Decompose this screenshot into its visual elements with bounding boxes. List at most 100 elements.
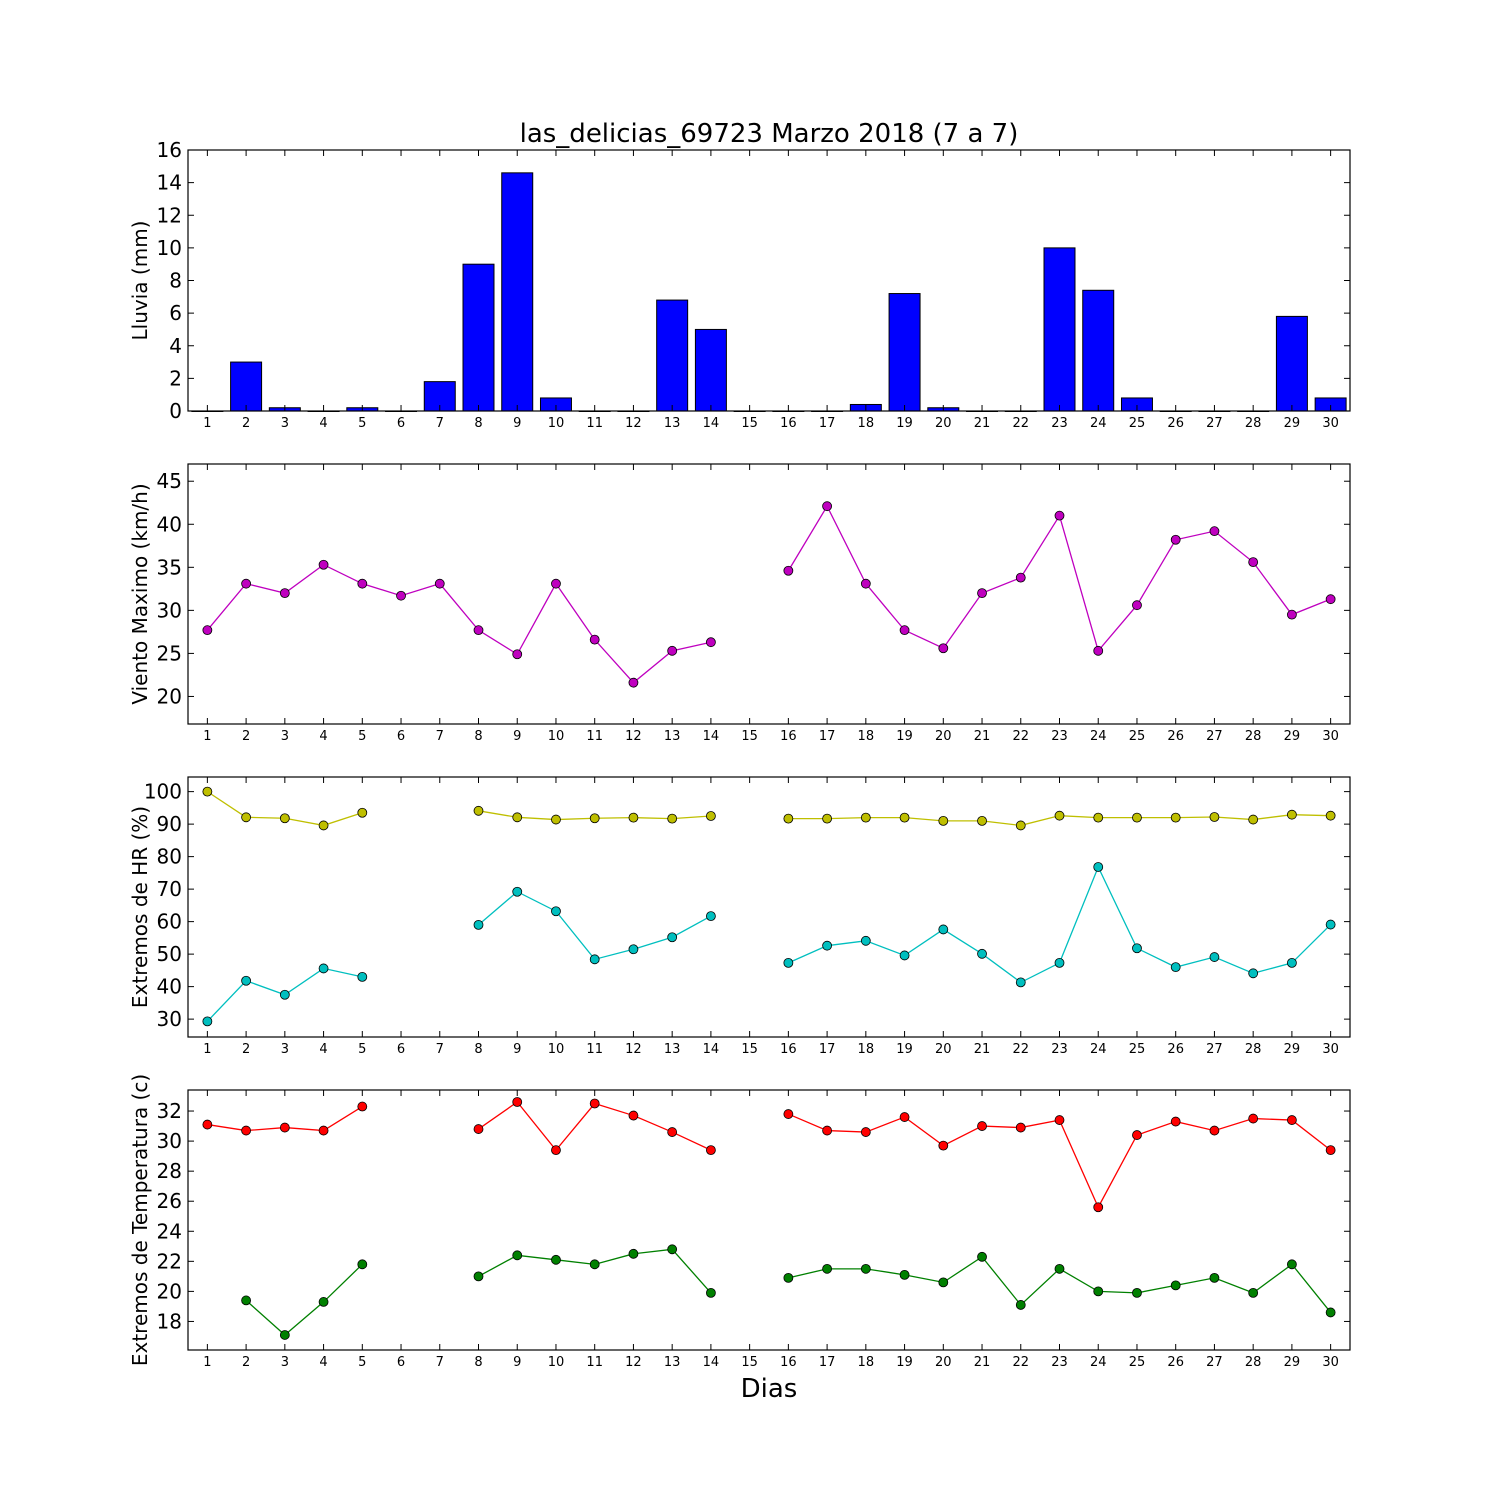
x-tick-label: 16: [780, 416, 797, 431]
series-2-point-day-26: [1170, 1280, 1181, 1291]
series-1-point-day-2: [241, 1125, 252, 1136]
x-tick-label: 25: [1129, 1042, 1146, 1057]
series-2-point-day-18: [860, 1263, 871, 1274]
x-tick-label: 23: [1051, 1355, 1068, 1370]
series-1-point-day-9: [512, 1097, 523, 1107]
series-1-point-day-26: [1170, 534, 1181, 545]
series-1-point-day-10: [551, 578, 561, 589]
x-tick-label: 28: [1245, 729, 1262, 744]
series-1-point-day-23: [1054, 510, 1065, 521]
series-2-point-day-12: [628, 1248, 639, 1259]
x-tick-label: 8: [474, 729, 482, 744]
x-tick-label: 22: [1012, 729, 1029, 744]
series-2-point-day-21: [977, 1251, 987, 1262]
x-tick-label: 6: [397, 1042, 405, 1057]
series-1-point-day-13: [667, 1127, 678, 1137]
series-2-point-day-30: [1325, 1307, 1336, 1318]
series-2-point-day-4: [318, 1297, 329, 1307]
series-1-point-day-23: [1054, 1115, 1065, 1125]
series-1-point-day-4: [318, 1125, 329, 1136]
x-tick-label: 17: [819, 1042, 836, 1057]
x-tick-label: 13: [664, 1042, 681, 1057]
x-tick-label: 11: [586, 1355, 603, 1370]
series-2-point-day-11: [589, 954, 600, 965]
series-1-point-day-20: [938, 815, 949, 826]
x-tick-label: 16: [780, 1042, 797, 1057]
x-tick-label: 27: [1206, 1355, 1223, 1370]
y-tick-label: 26: [157, 1189, 182, 1213]
series-2-point-day-13: [667, 1244, 678, 1255]
series-1-point-day-12: [628, 677, 639, 688]
series-1-point-day-22: [1015, 1122, 1026, 1133]
x-tick-label: 28: [1245, 1042, 1262, 1057]
series-1-point-day-8: [473, 625, 484, 636]
x-tick-label: 21: [974, 1355, 991, 1370]
series-2-point-day-2: [241, 975, 252, 986]
series-1-point-day-20: [938, 1140, 949, 1151]
x-tick-label: 27: [1206, 416, 1223, 431]
series-2-point-day-29: [1287, 1259, 1297, 1270]
series-2-point-day-5: [357, 1259, 368, 1270]
bar-day-9: [501, 172, 534, 412]
x-tick-label: 1: [203, 729, 211, 744]
series-1-point-day-21: [977, 1121, 987, 1131]
x-tick-label: 9: [513, 1355, 521, 1370]
x-tick-label: 14: [703, 729, 720, 744]
y-tick-label: 100: [144, 780, 182, 804]
series-2-point-day-25: [1132, 1287, 1142, 1298]
x-tick-label: 10: [548, 1355, 565, 1370]
series-2-point-day-8: [473, 919, 484, 930]
x-tick-label: 13: [664, 729, 681, 744]
x-tick-label: 23: [1051, 729, 1068, 744]
series-2-line-segment: [245, 1263, 363, 1336]
series-2-point-day-1: [202, 1016, 213, 1027]
x-tick-label: 16: [780, 1355, 797, 1370]
x-tick-label: 24: [1090, 729, 1107, 744]
y-tick-label: 35: [157, 555, 182, 579]
series-2-point-day-11: [589, 1259, 600, 1270]
x-tick-label: 8: [474, 1355, 482, 1370]
x-tick-label: 14: [703, 1042, 720, 1057]
series-2-point-day-26: [1170, 962, 1181, 973]
series-2-point-day-2: [241, 1295, 252, 1306]
series-1-point-day-13: [667, 813, 678, 824]
x-tick-label: 15: [741, 729, 758, 744]
series-1-point-day-19: [899, 1112, 910, 1122]
x-tick-label: 13: [664, 1355, 681, 1370]
x-tick-label: 29: [1284, 1042, 1301, 1057]
series-1-point-day-26: [1170, 1116, 1181, 1127]
x-tick-label: 8: [474, 416, 482, 431]
series-2-point-day-30: [1325, 919, 1336, 930]
x-tick-label: 1: [203, 1355, 211, 1370]
y-tick-label: 8: [169, 269, 182, 293]
x-tick-label: 12: [625, 416, 642, 431]
series-1-point-day-3: [279, 813, 290, 824]
x-tick-label: 2: [242, 1042, 250, 1057]
x-tick-label: 7: [436, 729, 444, 744]
x-tick-label: 19: [896, 1042, 913, 1057]
x-tick-label: 24: [1090, 416, 1107, 431]
x-tick-label: 29: [1284, 1355, 1301, 1370]
series-1-point-day-14: [706, 1145, 716, 1156]
x-tick-label: 17: [819, 729, 836, 744]
series-1-point-day-30: [1325, 594, 1336, 605]
series-1-point-day-1: [202, 786, 213, 797]
bar-day-23: [1043, 247, 1076, 412]
series-2-point-day-29: [1287, 958, 1297, 968]
series-1-point-day-13: [667, 645, 678, 656]
series-1-point-day-28: [1248, 557, 1259, 568]
y-tick-label: 20: [157, 1279, 182, 1303]
series-2-point-day-3: [279, 989, 290, 1000]
bar-day-29: [1275, 315, 1308, 412]
x-tick-label: 27: [1206, 729, 1223, 744]
series-1-point-day-9: [512, 812, 523, 823]
series-1-point-day-11: [589, 1098, 600, 1109]
x-tick-label: 9: [513, 1042, 521, 1057]
series-1-point-day-18: [860, 578, 871, 589]
x-tick-label: 4: [319, 1042, 327, 1057]
x-tick-label: 7: [436, 1355, 444, 1370]
bar-day-24: [1082, 289, 1115, 412]
x-tick-label: 18: [858, 416, 875, 431]
